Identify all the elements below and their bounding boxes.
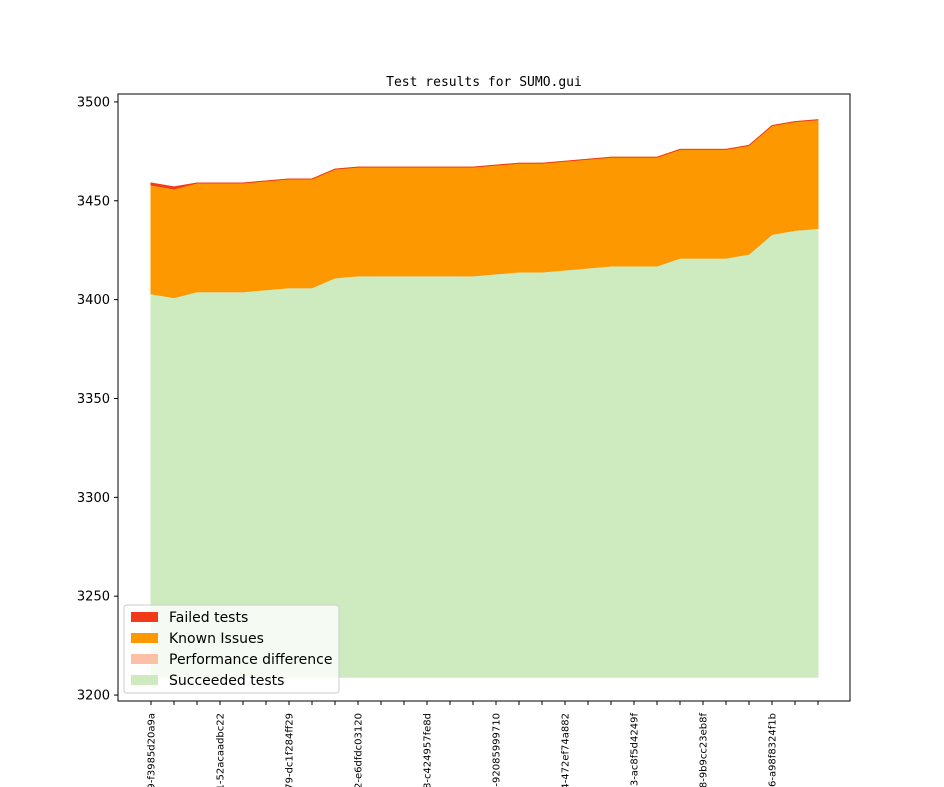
x-tick-label: 2-e6dfdc03120 xyxy=(354,713,365,787)
legend-label: Performance difference xyxy=(169,652,332,668)
y-tick-label: 3200 xyxy=(77,689,110,704)
x-tick-label: 06-a98f8324f1b xyxy=(768,713,779,787)
x-tick-label: -92085999710 xyxy=(492,713,503,787)
x-tick-label: 79-dc1f284ff29 xyxy=(285,713,296,787)
legend-swatch xyxy=(131,633,158,643)
x-tick-label: 1-52acaadbc22 xyxy=(216,713,227,787)
y-tick-label: 3450 xyxy=(77,194,110,209)
area-series-group xyxy=(150,119,819,678)
legend-swatch xyxy=(131,612,158,622)
x-tick-label: 9-f3985d20a9a xyxy=(147,713,158,787)
legend-swatch xyxy=(131,675,158,685)
y-tick-label: 3250 xyxy=(77,590,110,605)
legend: Failed tests Known Issues Performance diff… xyxy=(123,604,340,694)
y-axis: 3200 3250 3300 3350 3400 3450 3500 xyxy=(77,95,118,704)
x-tick-label: 93-ac8f5d4249f xyxy=(630,713,641,787)
y-tick-label: 3500 xyxy=(77,95,110,110)
x-tick-label: 8-c424957fe8d xyxy=(423,713,434,787)
legend-label: Succeeded tests xyxy=(169,673,284,689)
plot-frame xyxy=(117,93,851,702)
x-axis: 9-f3985d20a9a 1-52acaadbc22 79-dc1f284ff29… xyxy=(147,701,819,787)
chart-title: Test results for SUMO.gui xyxy=(386,75,582,90)
y-tick-label: 3350 xyxy=(77,392,110,407)
y-tick-label: 3400 xyxy=(77,293,110,308)
legend-label: Known Issues xyxy=(169,631,264,647)
x-tick-label: 4-472ef74a882 xyxy=(561,713,572,787)
legend-swatch xyxy=(131,654,158,664)
legend-label: Failed tests xyxy=(169,610,248,626)
x-tick-label: 8-9b9cc23eb8f xyxy=(699,713,710,787)
legend-box xyxy=(123,604,340,694)
y-tick-label: 3300 xyxy=(77,491,110,506)
area-failed-tests xyxy=(150,119,819,190)
